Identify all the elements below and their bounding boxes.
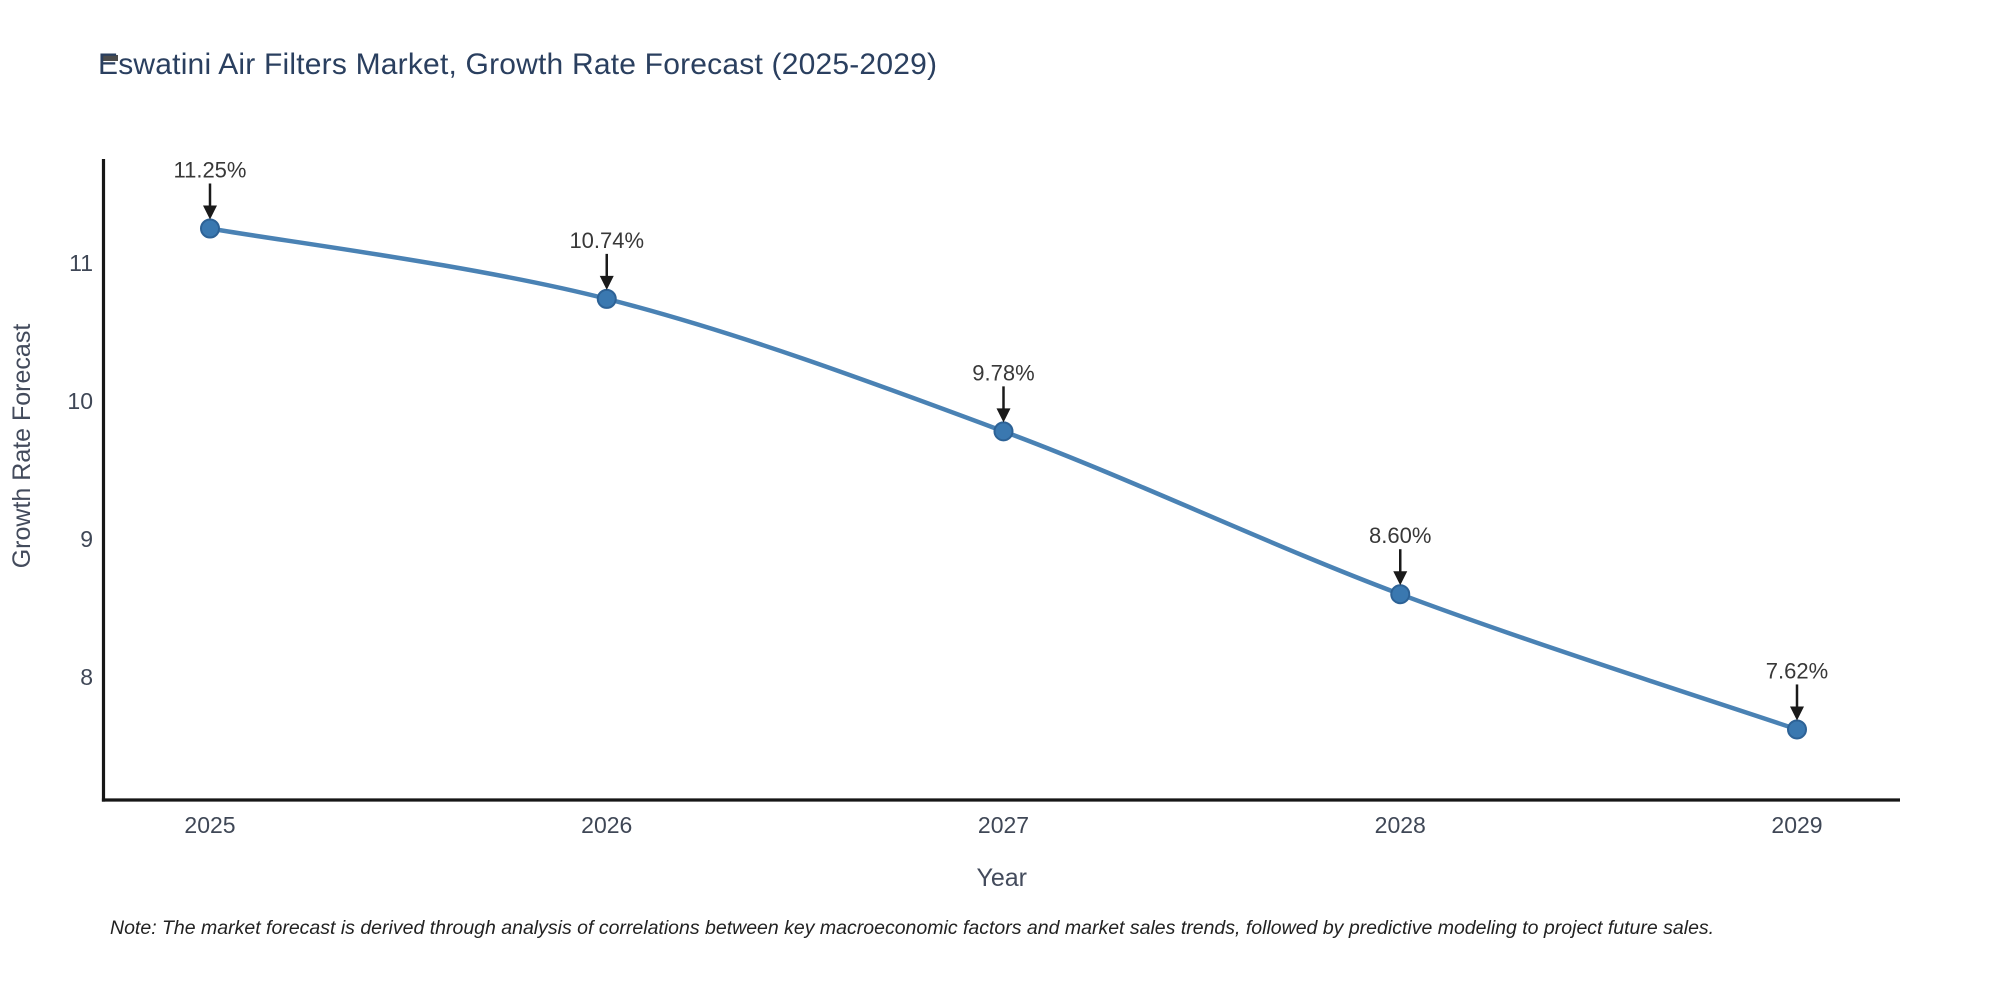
trend-line: [207, 226, 1800, 732]
point-value-label: 8.60%: [1369, 523, 1431, 548]
y-tick-label: 11: [69, 250, 93, 276]
annotation-arrow-head: [203, 205, 217, 220]
x-tick-label: 2025: [184, 812, 235, 838]
x-axis-title: Year: [976, 864, 1027, 892]
point-value-label: 7.62%: [1766, 658, 1828, 683]
y-tick-label: 8: [80, 664, 93, 690]
point-value-label: 9.78%: [972, 360, 1034, 385]
point-value-label: 10.74%: [569, 228, 644, 253]
y-tick-label: 10: [67, 388, 93, 414]
annotation-arrow-head: [1790, 706, 1804, 721]
data-point-marker: [200, 218, 220, 239]
point-value-label: 11.25%: [174, 158, 247, 183]
data-point-marker: [1787, 719, 1807, 740]
data-point-marker: [993, 421, 1014, 442]
screen-artifact: [102, 55, 118, 61]
data-point-marker: [1390, 584, 1411, 605]
x-tick-label: 2028: [1375, 812, 1426, 838]
footnote: Note: The market forecast is derived thr…: [110, 917, 1715, 939]
x-tick-label: 2027: [978, 812, 1029, 838]
annotation-arrow-head: [1393, 571, 1408, 586]
y-tick-label: 9: [80, 526, 93, 552]
annotation-arrow-head: [599, 275, 614, 290]
y-axis-title: Growth Rate Forecast: [8, 324, 36, 569]
x-tick-label: 2029: [1771, 812, 1822, 838]
annotation-arrow-head: [996, 408, 1011, 423]
x-tick-label: 2026: [581, 812, 632, 838]
chart-title: Eswatini Air Filters Market, Growth Rate…: [98, 48, 938, 81]
data-point-marker: [596, 288, 617, 309]
